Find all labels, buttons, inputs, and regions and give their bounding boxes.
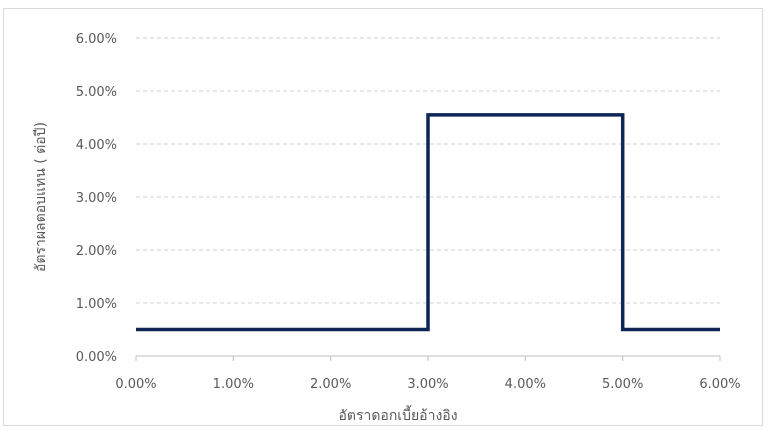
- series-layer: [136, 113, 720, 332]
- y-tick-label: 1.00%: [76, 297, 117, 312]
- y-tick-label: 0.00%: [76, 350, 117, 365]
- x-tick-label: 1.00%: [213, 377, 254, 392]
- x-tick-label: 0.00%: [115, 377, 156, 392]
- x-tick-label: 5.00%: [602, 377, 643, 392]
- y-tick-label: 5.00%: [76, 85, 117, 100]
- x-tick-label: 2.00%: [310, 377, 351, 392]
- y-tick-label: 4.00%: [76, 138, 117, 153]
- x-tick-label: 6.00%: [699, 377, 740, 392]
- y-ticks-layer: 0.00% 1.00% 2.00% 3.00% 4.00% 5.00% 6.00%: [76, 32, 117, 365]
- y-axis-title: อัตราผลตอบแทน ( ต่อปี): [33, 122, 49, 272]
- x-tick-label: 3.00%: [407, 377, 448, 392]
- x-axis-title: อัตราดอกเบี้ยอ้างอิง: [338, 405, 457, 424]
- series-line: [136, 113, 720, 332]
- y-tick-label: 2.00%: [76, 244, 117, 259]
- y-tick-label: 3.00%: [76, 191, 117, 206]
- x-ticks-layer: 0.00% 1.00% 2.00% 3.00% 4.00% 5.00% 6.00%: [115, 356, 741, 392]
- x-tick-label: 4.00%: [505, 377, 546, 392]
- y-tick-label: 6.00%: [76, 32, 117, 47]
